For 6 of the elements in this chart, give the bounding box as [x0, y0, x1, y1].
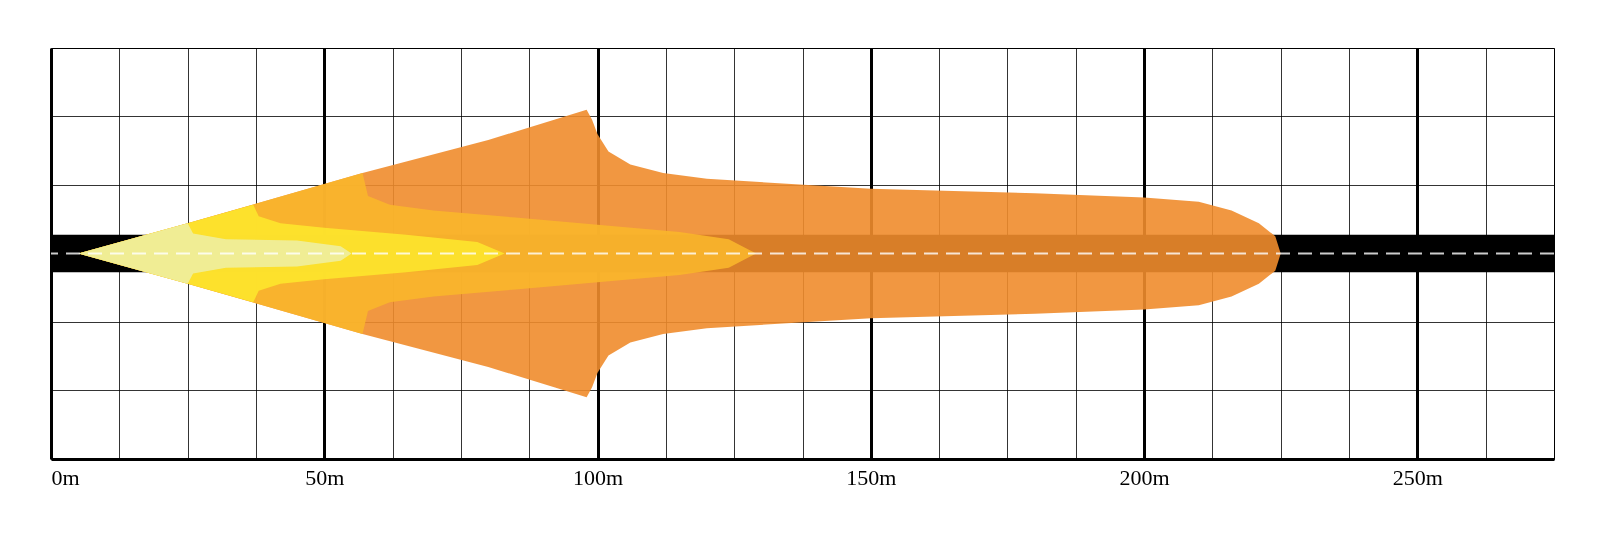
x-tick-label: 150m	[846, 464, 897, 490]
x-tick-label: 100m	[572, 464, 624, 490]
x-tick-label: 0m	[51, 464, 80, 490]
x-tick-label: 200m	[1119, 464, 1170, 490]
x-tick-label: 250m	[1392, 464, 1443, 490]
x-tick-label: 50m	[305, 464, 345, 490]
